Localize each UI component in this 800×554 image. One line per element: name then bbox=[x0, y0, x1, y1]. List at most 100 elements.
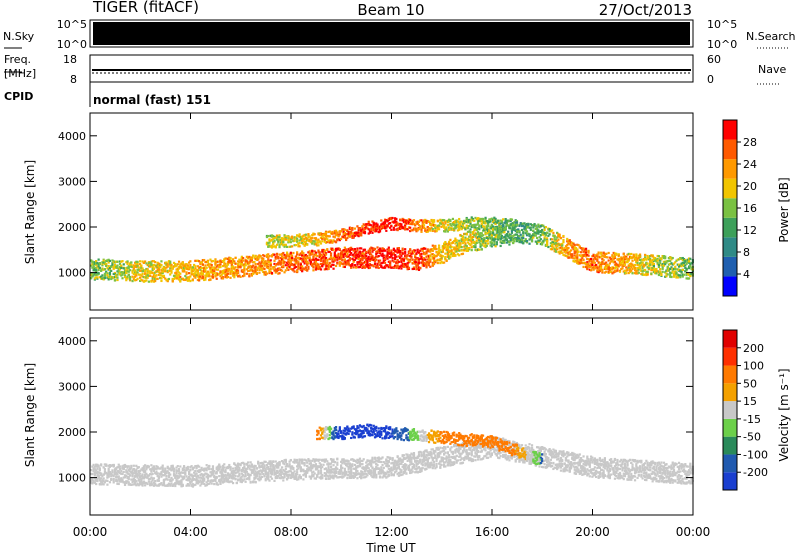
data-cell bbox=[381, 225, 384, 228]
data-cell bbox=[157, 267, 161, 270]
data-cell bbox=[606, 256, 609, 259]
data-cell bbox=[228, 260, 231, 264]
data-cell bbox=[96, 276, 99, 279]
data-cell bbox=[456, 244, 460, 247]
data-cell bbox=[672, 262, 676, 265]
data-cell bbox=[189, 266, 192, 269]
data-cell bbox=[128, 470, 132, 473]
data-cell bbox=[591, 266, 594, 269]
data-cell bbox=[397, 224, 400, 227]
data-cell bbox=[641, 262, 644, 265]
data-cell bbox=[396, 250, 399, 253]
data-cell bbox=[106, 259, 109, 262]
data-cell bbox=[478, 224, 481, 227]
data-cell bbox=[660, 273, 663, 277]
data-cell bbox=[449, 253, 452, 256]
data-cell bbox=[523, 239, 526, 243]
data-cell bbox=[621, 257, 624, 260]
data-cell bbox=[248, 255, 251, 259]
data-cell bbox=[316, 264, 319, 267]
data-cell bbox=[111, 474, 114, 477]
data-cell bbox=[513, 234, 516, 237]
data-cell bbox=[130, 478, 133, 481]
data-cell bbox=[439, 261, 442, 265]
data-cell bbox=[336, 234, 339, 237]
data-cell bbox=[141, 270, 144, 273]
data-cell bbox=[301, 259, 304, 262]
data-cell bbox=[675, 259, 678, 262]
data-cell bbox=[649, 263, 652, 266]
data-cell bbox=[664, 260, 667, 263]
data-cell bbox=[314, 238, 318, 241]
data-cell bbox=[401, 247, 404, 250]
data-cell bbox=[520, 222, 524, 226]
data-cell bbox=[461, 226, 465, 229]
data-cell bbox=[549, 230, 552, 233]
data-cell bbox=[402, 262, 406, 266]
data-cell bbox=[458, 222, 461, 225]
data-cell bbox=[578, 246, 581, 249]
data-cell bbox=[578, 258, 581, 261]
data-cell bbox=[360, 231, 363, 235]
data-cell bbox=[681, 258, 684, 262]
data-cell bbox=[160, 482, 163, 485]
data-cell bbox=[416, 258, 419, 261]
data-cell bbox=[475, 241, 478, 244]
data-cell bbox=[243, 274, 246, 277]
data-cell bbox=[470, 224, 473, 227]
data-cell bbox=[388, 260, 392, 263]
data-cell bbox=[504, 217, 507, 221]
data-cell bbox=[573, 248, 576, 251]
data-cell bbox=[436, 219, 439, 222]
colorbar-tick-label: 12 bbox=[743, 224, 757, 237]
data-cell bbox=[245, 260, 248, 263]
data-cell bbox=[110, 475, 113, 478]
data-cell bbox=[480, 240, 483, 243]
data-cell bbox=[502, 240, 505, 243]
data-cell bbox=[97, 258, 100, 261]
data-cell bbox=[431, 247, 434, 251]
data-cell bbox=[208, 272, 211, 275]
data-cell bbox=[488, 235, 491, 239]
data-cell bbox=[529, 228, 532, 231]
data-cell bbox=[681, 268, 684, 271]
data-cell bbox=[380, 223, 383, 226]
data-cell bbox=[591, 260, 594, 263]
data-cell bbox=[490, 235, 493, 238]
data-cell bbox=[454, 248, 457, 252]
data-cell bbox=[206, 260, 210, 264]
data-cell bbox=[318, 267, 321, 270]
data-cell bbox=[154, 274, 157, 278]
data-cell bbox=[226, 260, 230, 264]
data-cell bbox=[218, 260, 221, 263]
data-cell bbox=[152, 477, 156, 480]
data-cell bbox=[299, 252, 302, 255]
data-cell bbox=[239, 264, 242, 268]
data-cell bbox=[676, 268, 679, 271]
data-cell bbox=[419, 266, 422, 270]
data-cell bbox=[613, 269, 617, 272]
data-cell bbox=[288, 266, 291, 269]
data-cell bbox=[424, 220, 427, 223]
data-cell bbox=[644, 268, 647, 272]
data-cell bbox=[224, 262, 227, 265]
data-cell bbox=[494, 238, 497, 241]
data-cell bbox=[199, 266, 202, 269]
data-cell bbox=[421, 258, 424, 261]
data-cell bbox=[679, 257, 682, 260]
data-cell bbox=[260, 259, 264, 262]
data-cell bbox=[479, 243, 482, 247]
data-cell bbox=[584, 265, 588, 269]
data-cell bbox=[208, 263, 211, 266]
data-cell bbox=[95, 276, 98, 279]
data-cell bbox=[612, 266, 615, 269]
data-cell bbox=[272, 267, 275, 270]
data-cell bbox=[448, 249, 451, 252]
data-cell bbox=[573, 243, 576, 247]
data-cell bbox=[250, 265, 253, 269]
data-cell bbox=[103, 274, 107, 277]
data-cell bbox=[123, 269, 127, 272]
data-cell bbox=[686, 272, 689, 275]
data-cell bbox=[145, 476, 148, 479]
